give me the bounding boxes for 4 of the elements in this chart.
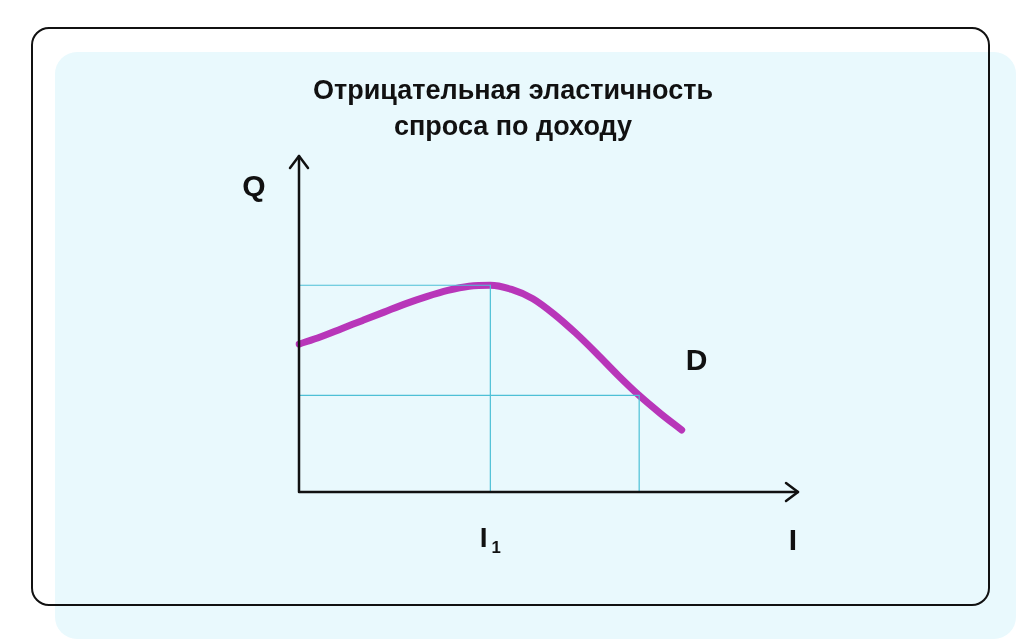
x-axis-title: I — [788, 523, 798, 556]
chart-title: Отрицательная эластичность спроса по доходу — [312, 75, 714, 141]
y-axis-title: Q — [242, 169, 266, 202]
series-label: D — [685, 342, 708, 376]
